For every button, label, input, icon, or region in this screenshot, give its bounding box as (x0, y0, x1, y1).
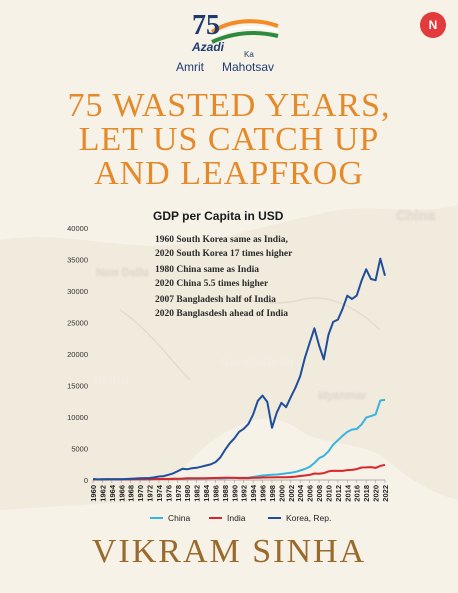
map-label-india: India (94, 372, 130, 389)
map-border (119, 309, 191, 381)
y-tick-label: 0 (84, 476, 88, 485)
logo-azadi: Azadi (192, 40, 225, 54)
x-tick-label: 1992 (240, 485, 249, 502)
y-axis: 0 5000 10000 15000 20000 25000 30000 35000 40000 (67, 224, 88, 485)
logo-mahotsav: Mahotsav (222, 60, 275, 74)
map-label-bangladesh: Bangladesh (220, 354, 294, 369)
series-line-india (93, 463, 386, 481)
x-axis: 1960 1962 1964 1966 1968 1970 1972 1974 1976 1978… (89, 480, 390, 502)
y-tick-label: 35000 (67, 256, 88, 265)
annotation-text: 2007 Bangladesh half of India (155, 295, 276, 305)
book-title-line-1: 75 WASTED YEARS, (67, 87, 391, 124)
x-tick-label: 1972 (146, 485, 155, 502)
publisher-logo-icon: N (420, 12, 446, 38)
x-tick-label: 1986 (211, 485, 220, 502)
gdp-chart: GDP per Capita in USD 0 5000 10000 15000 200… (67, 209, 390, 523)
logo-amrit: Amrit (176, 60, 204, 74)
x-tick-label: 1980 (183, 485, 192, 502)
series-lines (92, 257, 386, 481)
x-tick-label: 1974 (155, 484, 164, 502)
y-tick-label: 5000 (71, 445, 88, 454)
legend: China India Korea, Rep. (150, 513, 331, 523)
annotation-text: 1980 China same as India (155, 265, 259, 275)
x-tick-label: 2006 (306, 485, 315, 502)
chart-title: GDP per Capita in USD (153, 209, 284, 223)
map-label-myanmar: Myanmar (318, 390, 367, 402)
azadi-ka-amrit-mahotsav-logo: 75 Azadi Ka Amrit Mahotsav (170, 10, 290, 80)
y-tick-label: 20000 (67, 350, 88, 359)
x-tick-label: 1990 (230, 485, 239, 502)
x-tick-label: 2012 (334, 485, 343, 502)
series-line-china (92, 398, 386, 481)
logo-number: 75 (192, 10, 220, 41)
x-tick-label: 2018 (362, 485, 371, 502)
y-tick-label: 15000 (67, 382, 88, 391)
author-name: VIKRAM SINHA (91, 533, 367, 570)
x-tick-label: 1966 (117, 485, 126, 502)
legend-label: Korea, Rep. (286, 513, 331, 523)
x-tick-label: 1978 (174, 485, 183, 502)
x-tick-label: 1998 (268, 485, 277, 502)
legend-label: India (227, 513, 246, 523)
series-line-korea-rep (92, 257, 386, 481)
annotations: 1960 South Korea same as India, 2020 Sout… (155, 235, 293, 319)
x-tick-label: 2016 (353, 485, 362, 502)
logo-ka: Ka (244, 50, 254, 59)
map-label-china: China (396, 207, 435, 223)
y-tick-label: 10000 (67, 413, 88, 422)
map-landmass (0, 205, 458, 510)
book-title-line-3: AND LEAPFROG (94, 155, 364, 192)
x-tick-label: 1988 (221, 485, 230, 502)
tricolor-swoosh-icon (210, 19, 279, 44)
x-tick-label: 2022 (381, 485, 390, 502)
x-tick-label: 1970 (136, 485, 145, 502)
x-tick-label: 1968 (127, 485, 136, 502)
y-tick-label: 25000 (67, 319, 88, 328)
x-tick-label: 1984 (202, 484, 211, 502)
x-tick-label: 1962 (98, 485, 107, 502)
x-tick-label: 2004 (296, 484, 305, 502)
annotation-text: 2020 Banglasdesh ahead of India (155, 309, 288, 319)
x-tick-label: 1994 (249, 484, 258, 502)
x-tick-label: 1964 (108, 484, 117, 502)
x-tick-label: 1982 (193, 485, 202, 502)
annotation-text: 2020 South Korea 17 times higher (155, 249, 293, 259)
annotation-text: 1960 South Korea same as India, (155, 235, 288, 245)
map-label-new-delhi: New Delhi (96, 267, 149, 279)
y-tick-label: 40000 (67, 224, 88, 233)
x-tick-label: 2014 (343, 484, 352, 502)
legend-label: China (168, 513, 190, 523)
x-tick-label: 1996 (259, 485, 268, 502)
x-tick-label: 2010 (324, 485, 333, 502)
x-tick-label: 2020 (372, 485, 381, 502)
x-tick-label: 2002 (287, 485, 296, 502)
book-title-line-2: LET US CATCH UP (78, 121, 380, 158)
y-tick-label: 30000 (67, 287, 88, 296)
x-tick-label: 1976 (164, 485, 173, 502)
x-tick-label: 2008 (315, 485, 324, 502)
x-tick-label: 1960 (89, 485, 98, 502)
annotation-text: 2020 China 5.5 times higher (155, 279, 269, 289)
map-border (199, 296, 381, 331)
x-tick-label: 2000 (277, 485, 286, 502)
